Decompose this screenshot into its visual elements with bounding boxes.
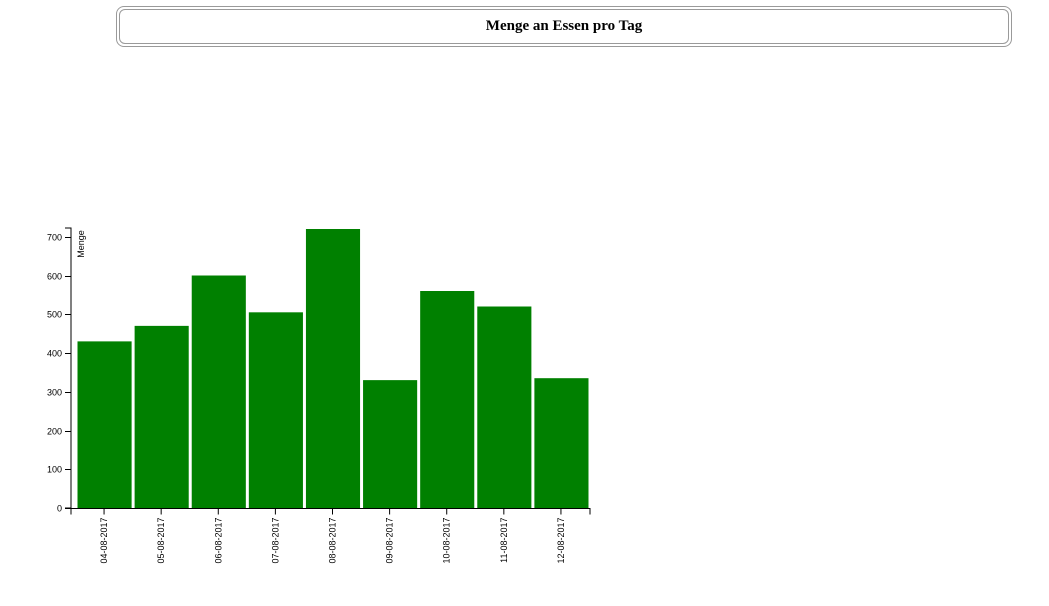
y-tick-label: 600	[47, 272, 62, 282]
x-tick-label: 05-08-2017	[156, 518, 166, 564]
x-tick-label: 06-08-2017	[213, 518, 223, 564]
bar-07-08-2017	[248, 312, 303, 508]
y-axis: 0 100 200 300 400 500 600 700	[47, 227, 72, 514]
x-tick-label: 12-08-2017	[556, 518, 566, 564]
chart-title: Menge an Essen pro Tag	[485, 18, 643, 34]
y-axis-line	[65, 227, 72, 509]
y-tick-label: 700	[47, 233, 62, 243]
chart-title-box: Menge an Essen pro Tag	[116, 6, 1012, 47]
x-axis-line	[70, 508, 591, 515]
x-tick-label: 10-08-2017	[442, 518, 452, 564]
y-tick-label: 300	[47, 388, 62, 398]
y-axis-title: Menge	[76, 230, 86, 258]
x-axis: 04-08-2017 05-08-2017 06-08-2017 07-08-2017…	[70, 508, 591, 564]
bar-09-08-2017	[363, 380, 418, 508]
x-tick-label: 11-08-2017	[499, 518, 509, 563]
x-tick-label: 07-08-2017	[270, 518, 280, 564]
y-tick-label: 100	[47, 465, 62, 475]
x-tick-label: 08-08-2017	[328, 518, 338, 564]
y-tick-label: 0	[57, 504, 62, 514]
chart-title-inner: Menge an Essen pro Tag	[119, 9, 1009, 44]
bar-08-08-2017	[305, 229, 361, 508]
bar-05-08-2017	[134, 325, 189, 508]
bar-10-08-2017	[420, 291, 475, 508]
bars-group	[77, 229, 589, 508]
y-tick-label: 400	[47, 349, 62, 359]
y-tick-label: 500	[47, 310, 62, 320]
y-tick-label: 200	[47, 427, 62, 437]
x-tick-label: 04-08-2017	[99, 518, 109, 564]
bar-11-08-2017	[477, 306, 532, 508]
x-tick-label: 09-08-2017	[385, 518, 395, 564]
bar-12-08-2017	[534, 378, 589, 508]
bar-06-08-2017	[191, 275, 246, 508]
bar-04-08-2017	[77, 341, 132, 508]
